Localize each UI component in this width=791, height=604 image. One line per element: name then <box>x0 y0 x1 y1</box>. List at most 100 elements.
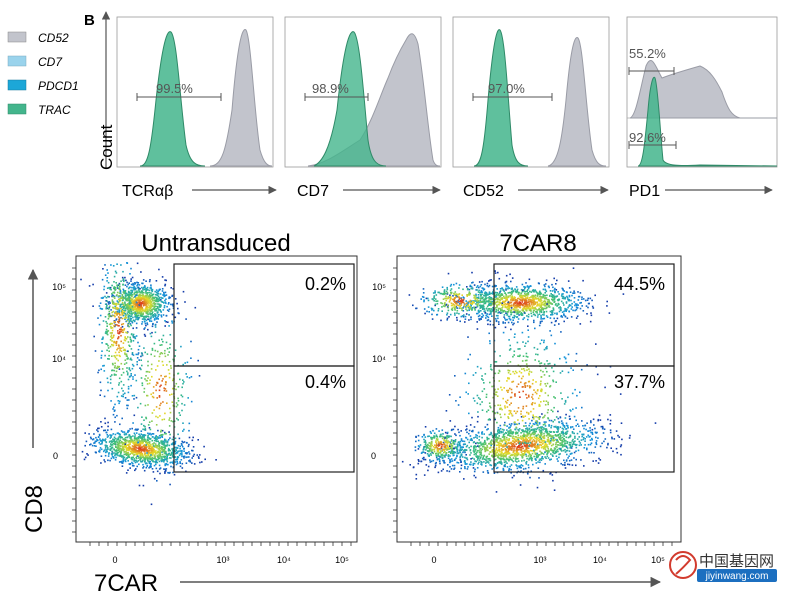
cell-event <box>526 294 528 297</box>
cell-event <box>490 431 492 434</box>
cell-event <box>160 431 162 433</box>
cell-event <box>458 304 460 307</box>
cell-event <box>101 338 103 340</box>
cell-event <box>168 308 171 310</box>
cell-event <box>104 354 106 357</box>
cell-event <box>108 323 111 326</box>
cell-event <box>164 375 166 378</box>
cell-event <box>520 311 523 314</box>
cell-event <box>139 441 141 444</box>
cell-event <box>456 307 458 309</box>
cell-event <box>118 450 121 453</box>
cell-event <box>495 440 497 443</box>
cell-event <box>121 317 124 320</box>
cell-event <box>507 302 509 304</box>
cell-event <box>165 441 167 443</box>
cell-event <box>156 446 158 449</box>
cell-event <box>489 298 492 301</box>
cell-event <box>106 322 108 325</box>
cell-event <box>488 437 490 440</box>
cell-event <box>116 367 118 370</box>
cell-event <box>157 437 160 439</box>
cell-event <box>497 441 499 444</box>
cell-event <box>127 322 130 325</box>
cell-event <box>113 281 115 283</box>
cell-event <box>158 360 160 362</box>
cell-event <box>522 307 524 310</box>
cell-event <box>133 459 135 462</box>
cell-event <box>116 365 119 368</box>
grey-histogram <box>209 29 273 167</box>
cell-event <box>146 311 148 314</box>
cell-event <box>101 441 103 444</box>
cell-event <box>135 315 138 318</box>
cell-event <box>150 449 153 451</box>
cell-event <box>555 445 557 448</box>
cell-event <box>155 460 158 462</box>
cell-event <box>555 438 557 441</box>
cell-event <box>471 271 473 274</box>
cell-event <box>169 343 172 346</box>
cell-event <box>412 304 414 307</box>
cell-event <box>473 297 475 299</box>
cell-event <box>447 309 450 312</box>
cell-event <box>137 294 140 297</box>
cell-event <box>503 300 505 303</box>
cell-event <box>483 300 486 303</box>
cell-event <box>518 446 520 449</box>
cell-event <box>525 302 528 305</box>
cell-event <box>120 307 122 310</box>
cell-event <box>494 458 497 461</box>
cell-event <box>124 304 127 307</box>
cell-event <box>107 344 109 347</box>
cell-event <box>111 362 114 365</box>
cell-event <box>118 292 121 295</box>
cell-event <box>133 443 135 446</box>
cell-event <box>501 458 503 460</box>
cell-event <box>110 322 112 325</box>
cell-event <box>111 292 113 295</box>
cell-event <box>515 464 517 466</box>
cell-event <box>152 316 154 318</box>
cell-event <box>475 286 478 289</box>
cell-event <box>474 309 476 311</box>
cell-event <box>144 456 147 459</box>
cell-event <box>139 310 141 313</box>
cell-event <box>182 290 185 293</box>
cell-event <box>545 307 547 310</box>
legend-swatch-trac <box>7 103 27 115</box>
cell-event <box>141 442 144 445</box>
cell-event <box>155 467 158 470</box>
cell-event <box>545 279 548 282</box>
cell-event <box>538 434 541 437</box>
legend-label-trac: TRAC <box>38 103 71 117</box>
cell-event <box>174 461 177 463</box>
cell-event <box>129 313 131 315</box>
cell-event <box>507 458 509 460</box>
cell-event <box>534 444 537 446</box>
cell-event <box>163 448 165 451</box>
cell-event <box>139 437 142 439</box>
cell-event <box>135 457 138 460</box>
cell-event <box>520 451 523 453</box>
cell-event <box>184 362 186 364</box>
cell-event <box>131 395 134 397</box>
cell-event <box>144 351 146 354</box>
cell-event <box>156 455 159 457</box>
cell-event <box>145 305 148 308</box>
cell-event <box>531 300 534 302</box>
cell-event <box>540 318 542 320</box>
cell-event <box>539 306 542 309</box>
cell-event <box>481 436 483 439</box>
cell-event <box>90 443 92 445</box>
cell-event <box>126 407 129 410</box>
cell-event <box>444 302 446 304</box>
cell-event <box>116 291 119 294</box>
cell-event <box>94 440 97 443</box>
cell-event <box>495 452 497 454</box>
cell-event <box>153 315 155 317</box>
cell-event <box>490 304 493 306</box>
cell-event <box>136 283 139 286</box>
cell-event <box>524 293 526 295</box>
cell-event <box>126 281 128 284</box>
